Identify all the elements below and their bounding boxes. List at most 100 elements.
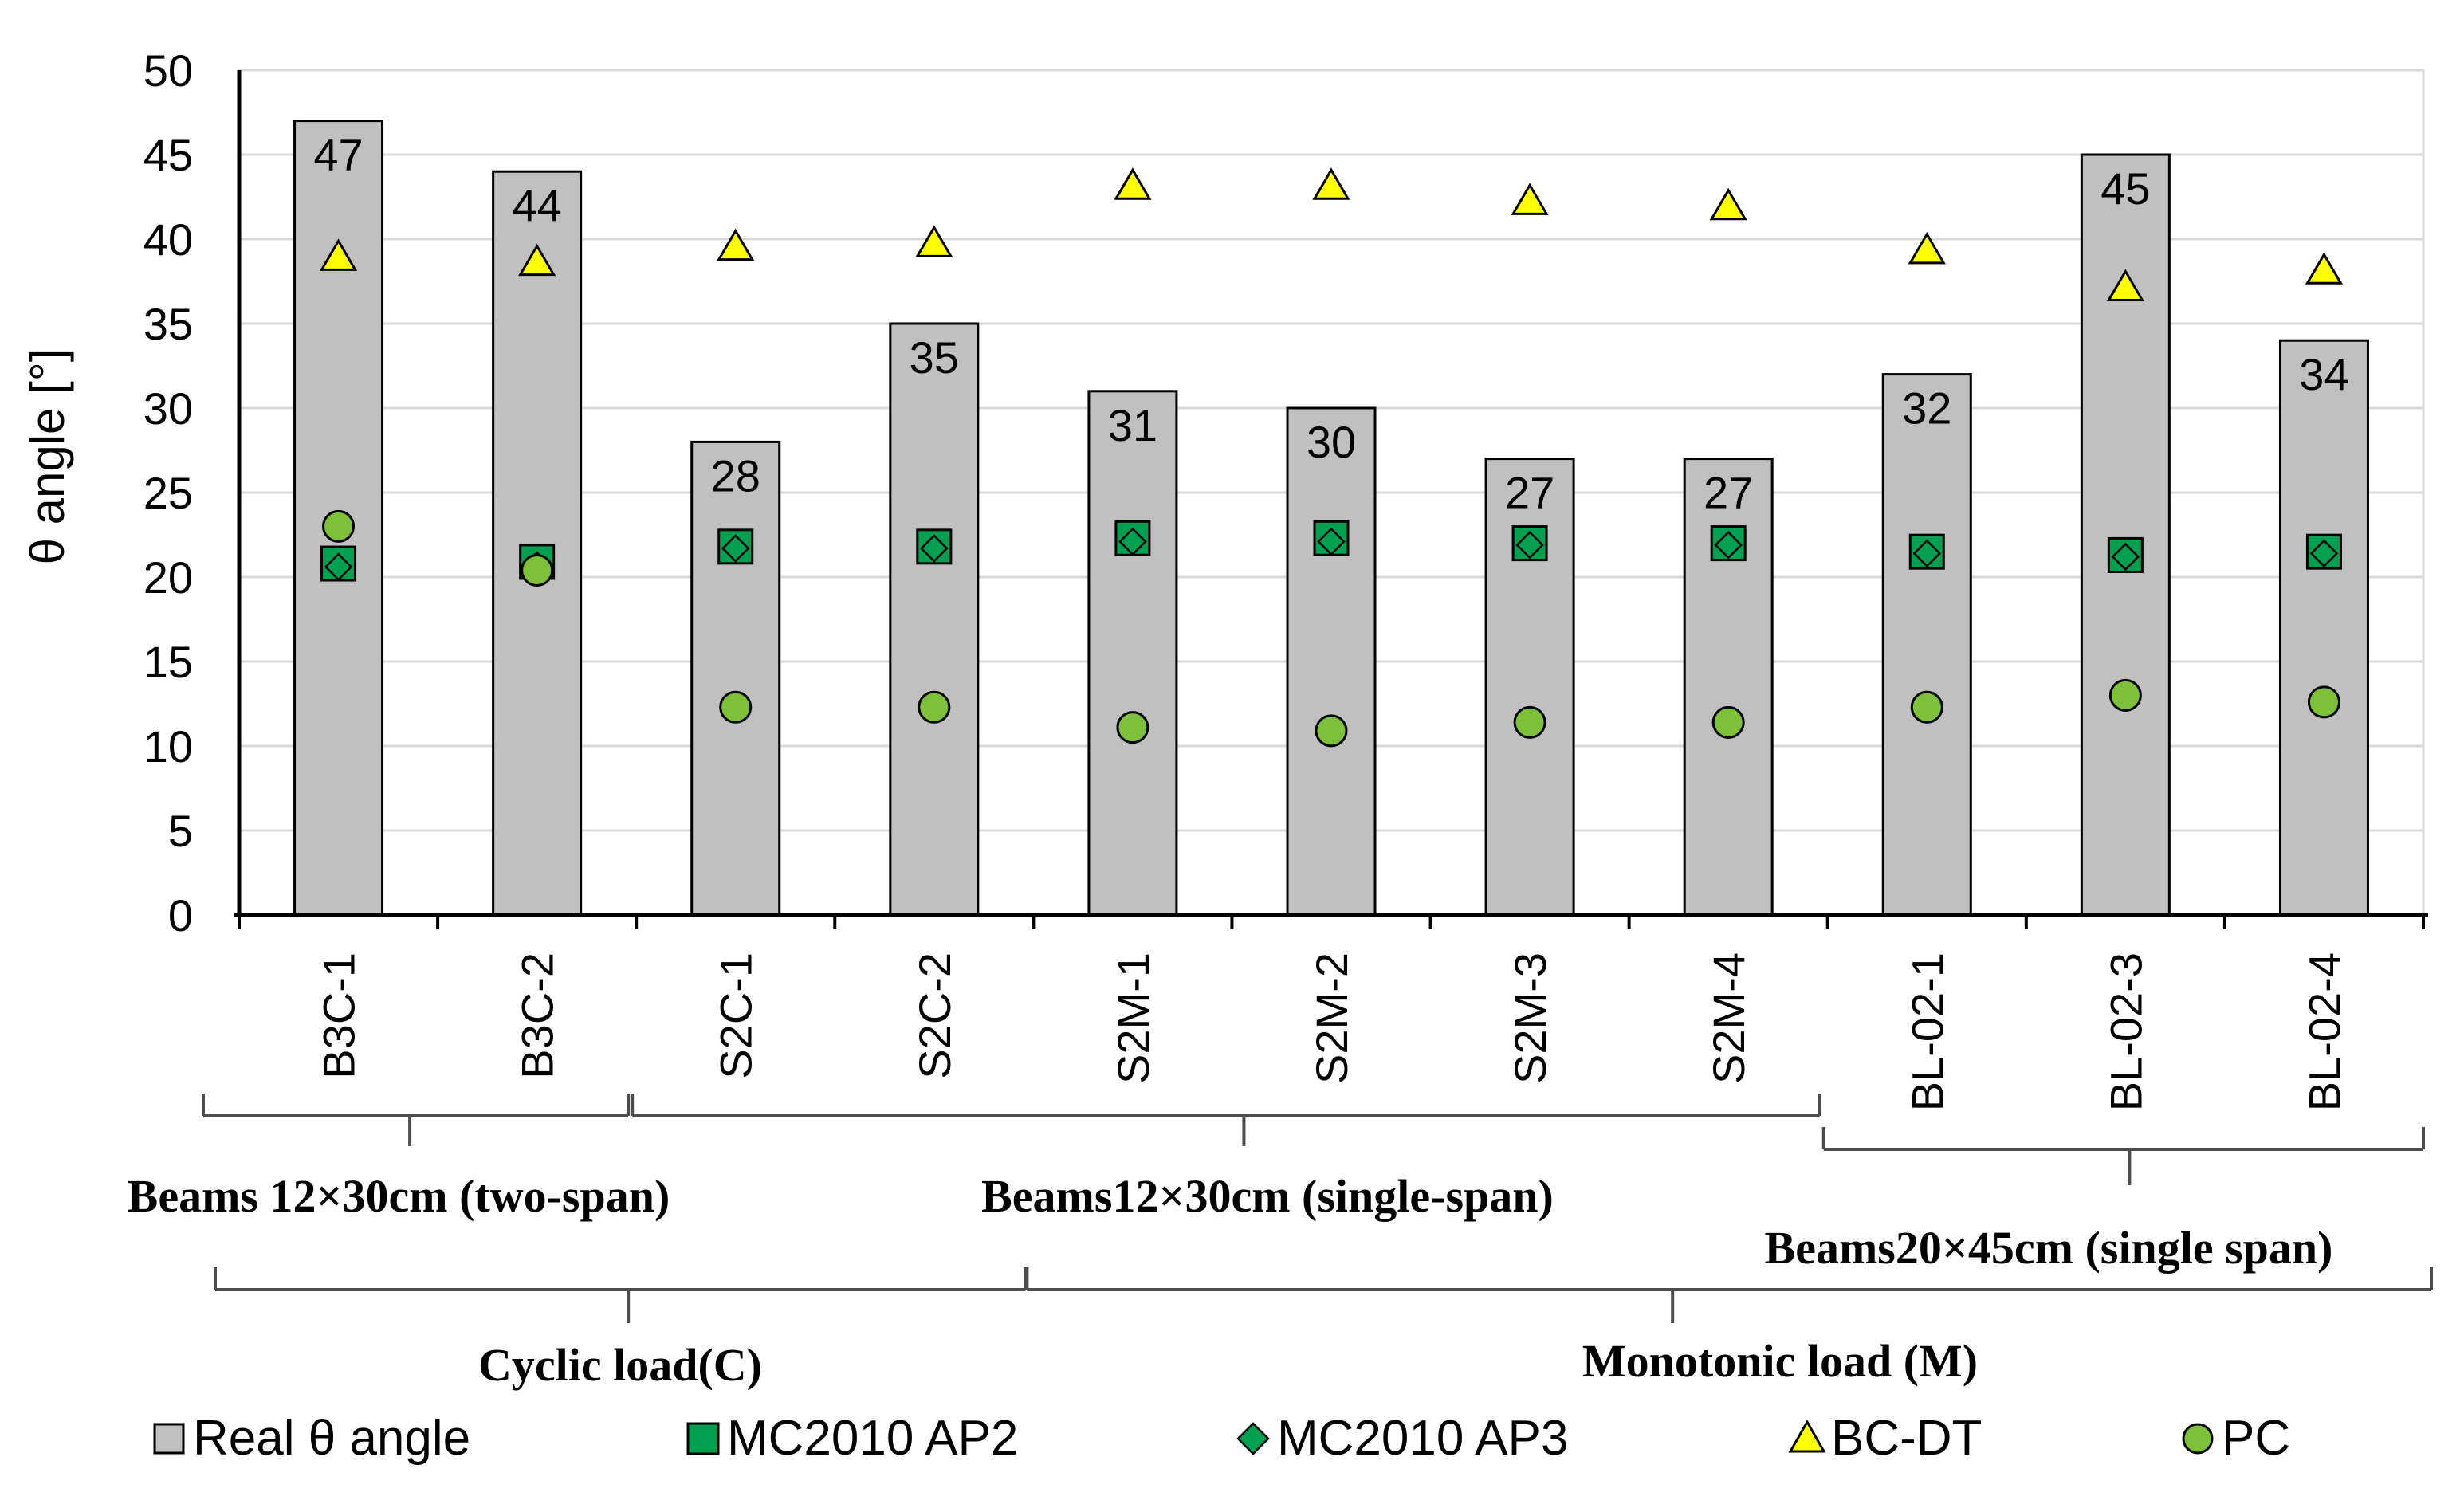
y-tick-label: 25: [143, 468, 193, 518]
category-groups: Beams 12×30cm (two-span) Beams12×30cm (si…: [128, 1094, 2433, 1391]
y-axis-label: θ angle [°]: [21, 349, 74, 565]
pc-marker: [521, 554, 554, 587]
bar: [2278, 339, 2369, 917]
x-tick-label: BL-02-3: [2100, 952, 2151, 1111]
legend-swatch: [153, 1423, 185, 1455]
legend-item: MC2010 AP3: [1236, 1411, 1568, 1466]
group-label-two-span: Beams 12×30cm (two-span): [128, 1170, 670, 1222]
pc-marker: [1315, 714, 1348, 748]
pc-marker: [1910, 690, 1943, 724]
bar-data-label: 44: [512, 180, 561, 230]
bar: [690, 440, 781, 917]
legend-item: PC: [2182, 1411, 2290, 1466]
bar-data-label: 47: [313, 130, 363, 180]
bcdt-marker: [717, 228, 755, 261]
group-label-20x45: Beams20×45cm (single span): [1765, 1222, 2333, 1274]
markers: [319, 167, 2344, 748]
group-label-single-span: Beams12×30cm (single-span): [981, 1170, 1554, 1222]
bar-data-label: 32: [1902, 383, 1951, 434]
legend-item: Real θ angle: [153, 1411, 470, 1466]
x-tick-label: BL-02-1: [1902, 952, 1952, 1111]
ap3-marker: [324, 552, 353, 582]
bcdt-marker: [2305, 252, 2344, 285]
x-tick-label: S2M-1: [1108, 952, 1158, 1084]
bar: [1087, 390, 1178, 917]
bcdt-marker: [1114, 167, 1152, 200]
y-tick-label: 50: [143, 45, 193, 96]
bar-data-label: 35: [910, 332, 959, 383]
pc-marker: [2307, 685, 2340, 719]
legend-swatch: [686, 1422, 720, 1455]
bcdt-marker: [518, 243, 556, 277]
legend-swatch: [1788, 1419, 1826, 1453]
y-tick-label: 20: [143, 552, 193, 603]
group-label-cyclic: Cyclic load(C): [478, 1339, 762, 1391]
x-tick-label: S2M-4: [1704, 952, 1754, 1084]
bar-data-label: 30: [1307, 417, 1356, 467]
bcdt-marker: [915, 225, 953, 257]
pc-marker: [1513, 705, 1546, 739]
legend-item: BC-DT: [1788, 1411, 1982, 1466]
bar-data-label: 27: [1505, 468, 1554, 518]
pc-marker: [719, 690, 753, 724]
x-tick-label: S2M-3: [1505, 952, 1555, 1084]
y-tick-label: 0: [168, 890, 193, 941]
bar-data-label: 27: [1704, 468, 1753, 518]
bar-data-label: 31: [1108, 400, 1157, 450]
legend: Real θ angle MC2010 AP2 MC2010 AP3 BC-DT PC: [153, 1411, 2290, 1466]
legend-label: MC2010 AP3: [1277, 1411, 1568, 1466]
legend-label: MC2010 AP2: [727, 1411, 1018, 1466]
bcdt-marker: [319, 238, 358, 271]
legend-item: MC2010 AP2: [686, 1411, 1018, 1466]
bcdt-marker: [1312, 167, 1350, 200]
x-tick-label: BL-02-4: [2299, 952, 2349, 1111]
bar-data-label: 34: [2299, 349, 2348, 399]
y-tick-label: 30: [143, 383, 193, 434]
bar: [1484, 458, 1575, 917]
legend-label: BC-DT: [1831, 1411, 1982, 1466]
legend-swatch: [2182, 1423, 2214, 1455]
ap3-marker: [1118, 527, 1147, 556]
axes: [234, 70, 2428, 929]
bcdt-marker: [1511, 183, 1549, 215]
ap3-marker: [721, 534, 750, 563]
x-tick-label: B3C-2: [513, 952, 563, 1079]
bar: [1881, 373, 1972, 917]
ap3-marker: [2111, 542, 2140, 571]
bar: [492, 170, 583, 917]
x-tick-labels: B3C-1 B3C-2 S2C-1 S2C-2 S2M-1 S2M-2 S2M-3 S2M-4…: [314, 952, 2350, 1111]
data-labels: 47 44 28 35 31 30 27 27 32 45 34: [313, 130, 2348, 518]
bar-data-label: 28: [711, 450, 760, 501]
x-tick-label: S2M-2: [1307, 952, 1357, 1084]
y-tick-label: 5: [168, 806, 193, 856]
group-label-monotonic: Monotonic load (M): [1582, 1335, 1978, 1387]
pc-marker: [1116, 711, 1149, 744]
bar: [1286, 406, 1377, 917]
bar: [889, 322, 980, 917]
y-tick-labels: 0 5 10 15 20 25 30 35 40 45 50: [143, 45, 193, 941]
x-tick-label: B3C-1: [314, 952, 364, 1079]
y-tick-label: 15: [143, 637, 193, 687]
x-tick-label: S2C-1: [711, 952, 761, 1079]
legend-swatch: [1236, 1422, 1270, 1455]
bcdt-marker: [1908, 231, 1946, 265]
pc-marker: [322, 509, 356, 543]
y-tick-label: 10: [143, 721, 193, 772]
x-tick-label: S2C-2: [910, 952, 960, 1079]
ap3-marker: [920, 534, 949, 563]
legend-label: Real θ angle: [193, 1411, 470, 1466]
ap3-marker: [1515, 530, 1544, 560]
bar-data-label: 45: [2100, 163, 2150, 214]
pc-marker: [2108, 678, 2142, 712]
ap3-marker: [1714, 530, 1743, 560]
y-tick-label: 45: [143, 130, 193, 180]
bar: [2080, 153, 2171, 917]
bcdt-marker: [1709, 187, 1747, 221]
ap3-marker: [1912, 539, 1942, 568]
legend-label: PC: [2222, 1411, 2290, 1466]
y-tick-label: 35: [143, 299, 193, 349]
y-tick-label: 40: [143, 214, 193, 265]
pc-marker: [918, 690, 951, 724]
bcdt-marker: [2106, 269, 2144, 301]
